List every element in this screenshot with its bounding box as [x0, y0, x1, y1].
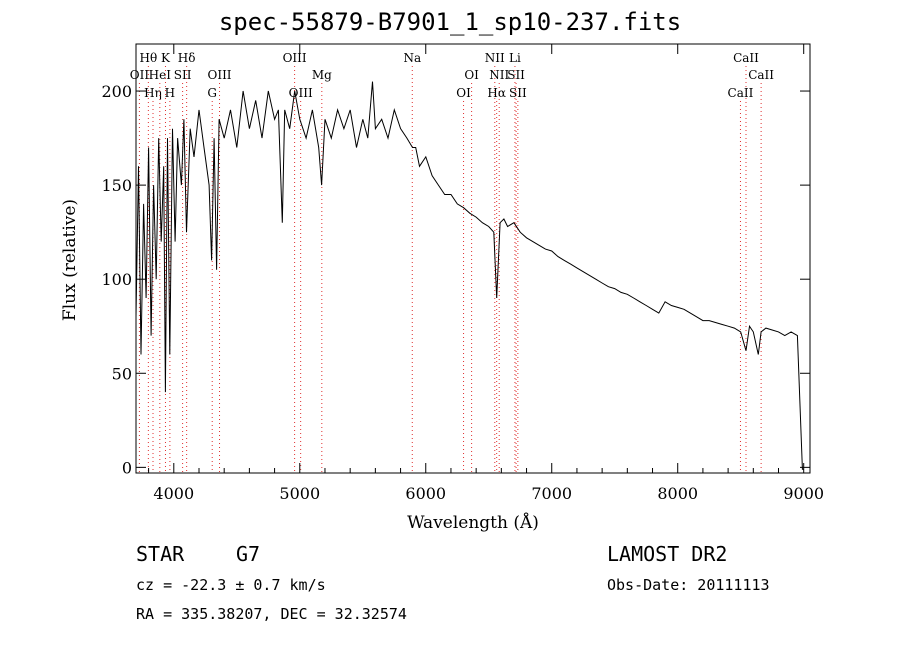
line-marker-label: CaII: [748, 68, 774, 82]
y-tick-label: 50: [112, 364, 132, 383]
x-tick-label: 4000: [153, 484, 194, 503]
line-marker-label: OII: [130, 68, 150, 82]
x-tick-label: 8000: [657, 484, 698, 503]
line-marker-label: OI: [456, 86, 471, 100]
line-marker-label: G: [207, 86, 217, 100]
line-marker-label: Hα: [487, 86, 506, 100]
survey-name: LAMOST DR2: [607, 542, 728, 566]
x-tick-label: 5000: [279, 484, 320, 503]
line-marker-label: NII: [489, 68, 509, 82]
obs-date: Obs-Date: 20111113: [607, 576, 770, 594]
line-marker-label: Na: [403, 51, 421, 65]
object-subclass: G7: [236, 542, 261, 566]
chart-title: spec-55879-B7901_1_sp10-237.fits: [218, 8, 682, 36]
line-marker-label: SII: [174, 68, 192, 82]
object-class: STAR: [136, 542, 185, 566]
line-marker-label: K: [161, 51, 171, 65]
redshift-readout: cz = -22.3 ± 0.7 km/s: [136, 576, 326, 594]
line-marker-label: Hη: [144, 86, 162, 100]
line-marker-label: OIII: [289, 86, 313, 100]
line-marker-label: NII: [485, 51, 505, 65]
x-tick-label: 7000: [531, 484, 572, 503]
axis-tick-layer: 4000 5000 6000 7000 8000 9000 0 50 100 150 200: [101, 44, 824, 503]
line-marker-label: Hθ: [139, 51, 157, 65]
y-tick-label: 0: [122, 458, 132, 477]
y-axis-label: Flux (relative): [60, 199, 80, 321]
y-tick-label: 100: [101, 270, 132, 289]
line-marker-label: H: [165, 86, 175, 100]
x-tick-label: 6000: [405, 484, 446, 503]
coordinates: RA = 335.38207, DEC = 32.32574: [136, 605, 407, 623]
line-marker-label: SII: [509, 86, 527, 100]
line-marker-label: HeI: [149, 68, 172, 82]
line-marker-label: OIII: [283, 51, 307, 65]
line-marker-label: Li: [509, 51, 521, 65]
spectrum-series-line: [135, 81, 804, 470]
x-tick-label: 9000: [783, 484, 824, 503]
plot-frame: [135, 43, 811, 474]
line-marker-label: Hδ: [178, 51, 196, 65]
line-marker-label: OI: [464, 68, 479, 82]
line-marker-label: OIII: [207, 68, 231, 82]
y-tick-label: 150: [101, 176, 132, 195]
y-tick-label: 200: [101, 82, 132, 101]
line-marker-label: CaII: [728, 86, 754, 100]
line-marker-label: CaII: [733, 51, 759, 65]
line-marker-label: Mg: [312, 68, 332, 82]
line-marker-label: SII: [507, 68, 525, 82]
x-axis-label: Wavelength (Å): [407, 512, 539, 533]
line-marker-layer: HθOIIHηHeIKSIIHHδOIIIGOIIIOIIIMgNaOIOINI…: [130, 51, 774, 473]
